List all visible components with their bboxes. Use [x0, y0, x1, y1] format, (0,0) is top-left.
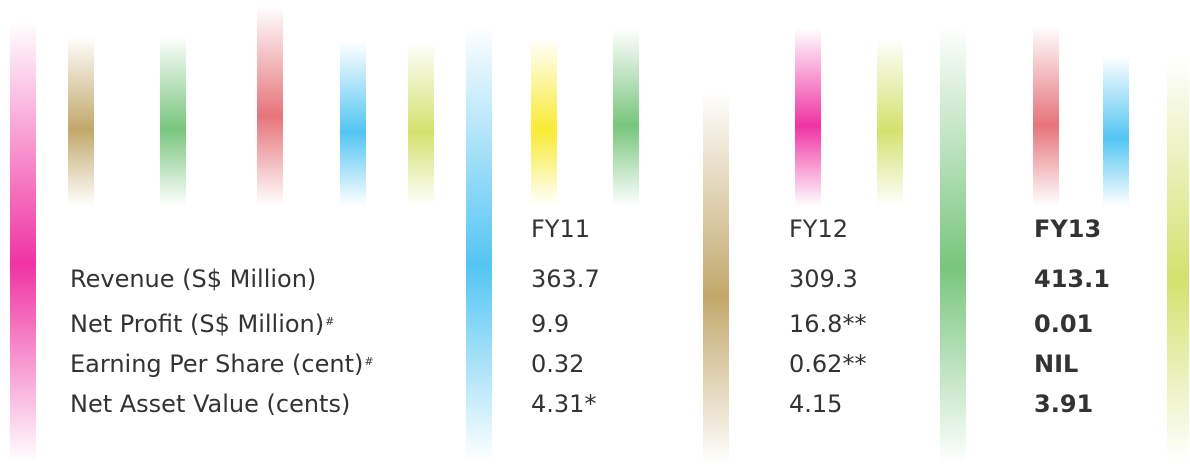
net-profit-fy12: 16.8**: [789, 310, 867, 338]
stripe-lime-3: [1167, 56, 1189, 462]
stripe-red-1: [257, 6, 283, 206]
net-profit-fy13: 0.01: [1034, 310, 1094, 338]
nav-fy11: 4.31*: [531, 390, 597, 418]
stripe-blue-2: [466, 26, 492, 462]
stripe-yellow-1: [531, 38, 557, 206]
stripe-green-1: [160, 36, 186, 206]
footnote-mark: #: [325, 315, 335, 328]
header-fy11: FY11: [531, 215, 591, 243]
revenue-fy13: 413.1: [1034, 265, 1110, 293]
stripe-red-2: [1033, 26, 1059, 206]
header-fy12: FY12: [789, 215, 849, 243]
stripe-gold-2: [703, 92, 729, 464]
header-fy13: FY13: [1034, 215, 1102, 243]
net-profit-fy11: 9.9: [531, 310, 570, 338]
stripe-green-2: [613, 28, 639, 206]
row-label-revenue: Revenue (S$ Million): [70, 265, 317, 293]
row-label-eps: Earning Per Share (cent)#: [70, 350, 374, 378]
stripe-green-3: [940, 26, 966, 464]
stripe-lime-2: [877, 38, 903, 206]
stripe-blue-1: [340, 42, 366, 206]
nav-fy12: 4.15: [789, 390, 843, 418]
stripe-pink-left: [10, 22, 36, 462]
eps-fy11: 0.32: [531, 350, 585, 378]
footnote-mark: #: [364, 355, 374, 368]
stripe-pink-2: [795, 28, 821, 206]
row-label-nav: Net Asset Value (cents): [70, 390, 351, 418]
revenue-fy11: 363.7: [531, 265, 600, 293]
revenue-fy12: 309.3: [789, 265, 858, 293]
eps-fy12: 0.62**: [789, 350, 867, 378]
stripe-gold-1: [68, 36, 94, 206]
stripe-lime-1: [408, 42, 434, 206]
stripe-blue-3: [1103, 56, 1129, 206]
row-label-net-profit: Net Profit (S$ Million)#: [70, 310, 335, 338]
eps-fy13: NIL: [1034, 350, 1079, 378]
nav-fy13: 3.91: [1034, 390, 1094, 418]
